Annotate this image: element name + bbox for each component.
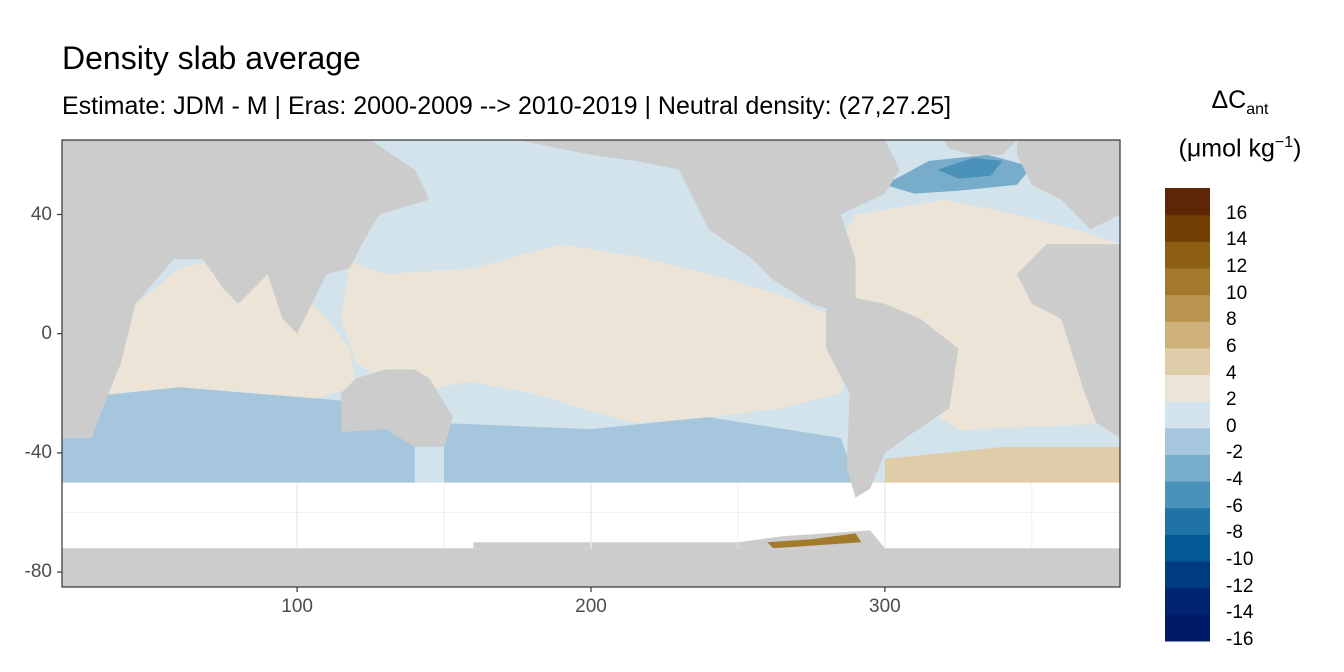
legend-swatch (1165, 507, 1210, 535)
legend-swatch (1165, 454, 1210, 482)
legend-swatch (1165, 374, 1210, 402)
region-south-atlantic-band (884, 446, 1120, 483)
y-tick-label: -80 (24, 561, 52, 583)
plot-subtitle: Estimate: JDM - M | Eras: 2000-2009 --> … (62, 92, 952, 120)
legend-label: -8 (1226, 522, 1243, 544)
legend-swatch (1165, 267, 1210, 296)
legend-title: ΔCant (1160, 86, 1320, 119)
land-afro-eurasia (62, 140, 430, 438)
legend-unit: (μmol kg−1) (1160, 134, 1320, 163)
legend-swatch (1165, 481, 1210, 509)
legend-title-main: ΔC (1211, 86, 1247, 114)
region-southern-pacific-core (502, 446, 850, 495)
legend-label: -4 (1226, 469, 1243, 491)
legend-swatch (1165, 241, 1210, 269)
legend-swatch (1165, 561, 1210, 589)
plot-title: Density slab average (62, 40, 361, 76)
legend-unit-suffix: ) (1293, 134, 1302, 163)
region-weddell-shelf (767, 533, 862, 549)
land-australia (341, 369, 453, 447)
legend-label: 8 (1226, 309, 1237, 331)
y-tick-label: -40 (24, 441, 52, 463)
land-south-america (826, 297, 959, 498)
legend-title-sub: ant (1246, 101, 1269, 118)
x-tick-label: 100 (281, 596, 313, 617)
x-tick-label: 200 (575, 596, 607, 617)
legend-label: 10 (1226, 282, 1248, 304)
legend-label: 4 (1226, 362, 1237, 384)
legend-swatch (1165, 614, 1210, 642)
legend-swatch (1165, 214, 1210, 242)
land-europe-east (1017, 140, 1120, 230)
x-tick-label: 300 (869, 596, 901, 617)
land-greenland (943, 140, 1018, 155)
legend-swatch (1165, 321, 1210, 349)
legend-unit-prefix: (μmol kg (1178, 134, 1275, 163)
legend-swatch (1165, 347, 1210, 376)
no-data-pacific-strip (444, 482, 871, 498)
legend-swatch (1165, 587, 1210, 615)
legend-swatch (1165, 294, 1210, 322)
y-tick-label: 0 (41, 322, 52, 344)
region-south-atlantic-light (884, 423, 1120, 459)
legend-swatch (1165, 534, 1210, 562)
y-tick-label: 40 (30, 203, 52, 225)
legend-label: 0 (1226, 415, 1237, 437)
legend-swatch (1165, 401, 1210, 429)
legend-label: 14 (1226, 229, 1248, 251)
legend-label: -16 (1226, 629, 1254, 650)
legend-swatch (1165, 427, 1210, 455)
legend-swatch (1165, 188, 1210, 216)
legend-label: 12 (1226, 255, 1248, 277)
land-africa-east (1017, 244, 1120, 438)
region-subtropical-pacific (341, 244, 856, 424)
legend-label: -12 (1226, 575, 1254, 597)
legend-label: 16 (1226, 202, 1248, 224)
land-antarctica (62, 548, 1120, 587)
region-southern-indian-core (179, 405, 342, 459)
legend-label: -14 (1226, 602, 1254, 624)
legend-unit-sup: −1 (1274, 134, 1294, 151)
legend-label: -2 (1226, 442, 1243, 464)
region-subpolar-core (937, 157, 1003, 179)
legend-label: -10 (1226, 549, 1254, 571)
land-north-america (517, 140, 900, 310)
legend-label: 6 (1226, 335, 1237, 357)
legend-label: -6 (1226, 495, 1243, 517)
legend-label: 2 (1226, 389, 1237, 411)
